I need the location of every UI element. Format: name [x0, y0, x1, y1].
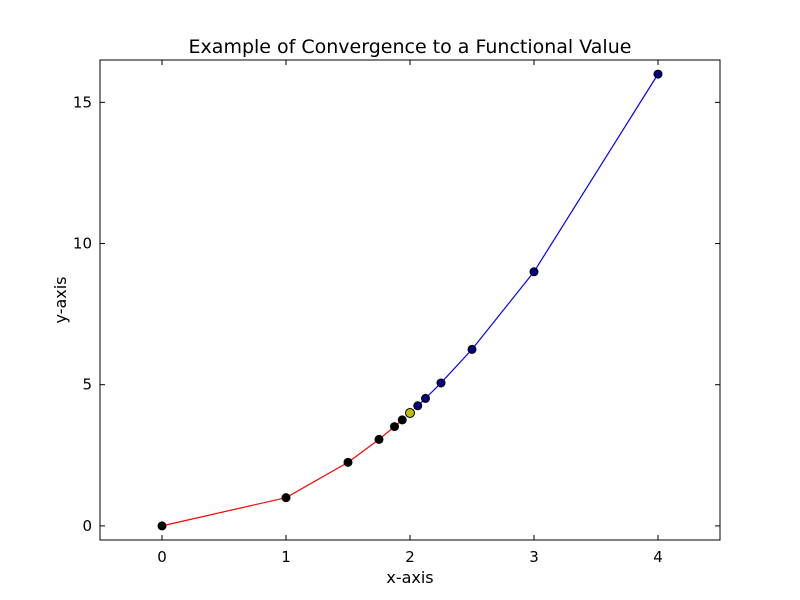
series-layer	[157, 69, 663, 531]
series-2-point-3	[467, 344, 477, 354]
series-2-point-5	[421, 393, 430, 403]
chart-title: Example of Convergence to a Functional V…	[189, 36, 632, 58]
series-1-point-4	[374, 434, 384, 444]
series-1-point-2	[281, 493, 291, 503]
x-tick-label-4: 4	[653, 548, 663, 566]
plot-area	[100, 60, 720, 540]
y-tick-label-5: 5	[82, 376, 92, 394]
series-1-point-5	[390, 422, 399, 432]
x-tick-label-2: 2	[405, 548, 415, 566]
x-axis-label: x-axis	[386, 568, 433, 587]
series-1-point-6	[397, 415, 407, 425]
series-1-point-1	[157, 521, 167, 531]
x-tick-label-1: 1	[281, 548, 291, 566]
y-tick-label-0: 0	[82, 517, 92, 535]
plot-frame	[99, 59, 721, 541]
y-tick-label-15: 15	[73, 93, 92, 111]
y-tick-label-10: 10	[73, 235, 92, 253]
ticks-layer: 0 1 2 3 4 0 5 10 15	[73, 60, 720, 566]
series-2-point-2	[529, 267, 539, 277]
series-2-point-6	[413, 401, 423, 411]
series-1-point-3	[343, 457, 353, 467]
x-tick-label-0: 0	[157, 548, 167, 566]
series-2-point-4	[436, 378, 446, 388]
y-axis-label: y-axis	[51, 276, 70, 323]
limit-point	[405, 407, 415, 418]
series-2-point-1	[653, 69, 663, 79]
x-tick-label-3: 3	[529, 548, 539, 566]
